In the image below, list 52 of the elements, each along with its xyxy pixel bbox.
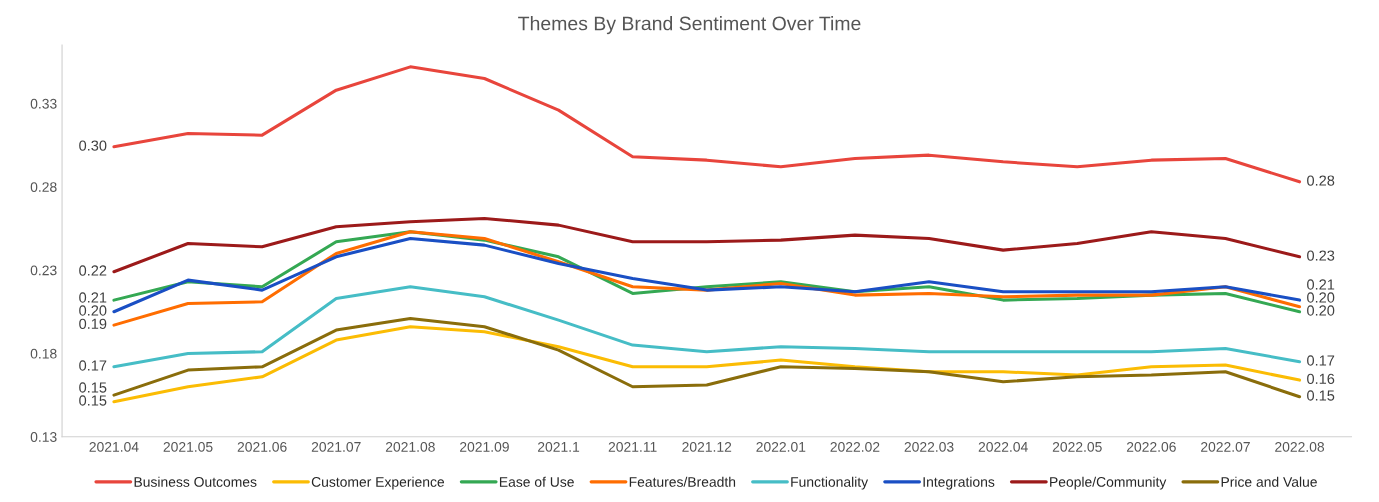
data-label: 0.20 — [1307, 292, 1335, 303]
x-tick-label: 2022.04 — [978, 441, 1028, 452]
data-label: 0.15 — [79, 395, 107, 406]
x-tick-label: 2022.05 — [1052, 441, 1102, 452]
legend-label: Customer Experience — [311, 476, 445, 490]
data-label: 0.19 — [79, 318, 107, 330]
x-tick-label: 2022.03 — [904, 441, 954, 452]
y-tick-label: 0.28 — [30, 182, 57, 192]
data-label: 0.21 — [79, 292, 107, 303]
x-tick-label: 2022.02 — [830, 441, 880, 452]
y-tick-label: 0.23 — [30, 265, 57, 276]
data-label: 0.17 — [1307, 355, 1335, 366]
line-series — [112, 325, 1302, 404]
line-series — [112, 316, 1302, 399]
legend-label: Business Outcomes — [134, 476, 257, 487]
data-label: 0.17 — [79, 360, 107, 371]
x-tick-label: 2021.07 — [311, 441, 361, 452]
legend-label: Integrations — [923, 476, 995, 490]
data-label: 0.22 — [79, 265, 107, 276]
x-tick-label: 2021.1 — [538, 441, 580, 452]
x-tick-label: 2021.12 — [682, 441, 732, 452]
x-tick-label: 2022.08 — [1275, 441, 1325, 452]
legend-label: People/Community — [1050, 476, 1167, 490]
data-label: 0.23 — [1307, 250, 1335, 261]
data-label: 0.16 — [1307, 373, 1335, 384]
y-tick-label: 0.33 — [30, 98, 57, 109]
x-tick-label: 2022.06 — [1126, 441, 1176, 452]
data-label: 0.15 — [1307, 390, 1335, 401]
line-series — [112, 285, 1302, 369]
data-label: 0.28 — [1307, 175, 1335, 186]
x-tick-label: 2022.07 — [1201, 441, 1250, 452]
data-label: 0.20 — [1307, 305, 1335, 316]
line-series — [112, 65, 1302, 184]
legend-label: Features/Breadth — [629, 476, 736, 487]
y-tick-label: 0.18 — [30, 348, 57, 359]
chart-title: Themes By Brand Sentiment Over Time — [518, 16, 861, 35]
x-tick-label: 2021.08 — [385, 441, 435, 452]
data-label: 0.20 — [79, 305, 107, 316]
x-tick-label: 2021.11 — [608, 441, 657, 452]
x-tick-label: 2021.09 — [460, 441, 509, 452]
x-tick-label: 2022.01 — [756, 441, 806, 452]
legend-label: Functionality — [791, 476, 869, 490]
line-series — [112, 216, 1302, 274]
legend-label: Ease of Use — [499, 476, 574, 487]
data-label: 0.21 — [1307, 279, 1335, 290]
x-tick-label: 2021.05 — [163, 441, 213, 452]
legend-label: Price and Value — [1221, 476, 1317, 487]
data-label: 0.15 — [79, 382, 107, 393]
y-tick-label: 0.13 — [30, 432, 57, 442]
x-tick-label: 2021.06 — [237, 441, 287, 452]
data-label: 0.30 — [79, 140, 107, 151]
x-tick-label: 2021.04 — [89, 441, 139, 452]
